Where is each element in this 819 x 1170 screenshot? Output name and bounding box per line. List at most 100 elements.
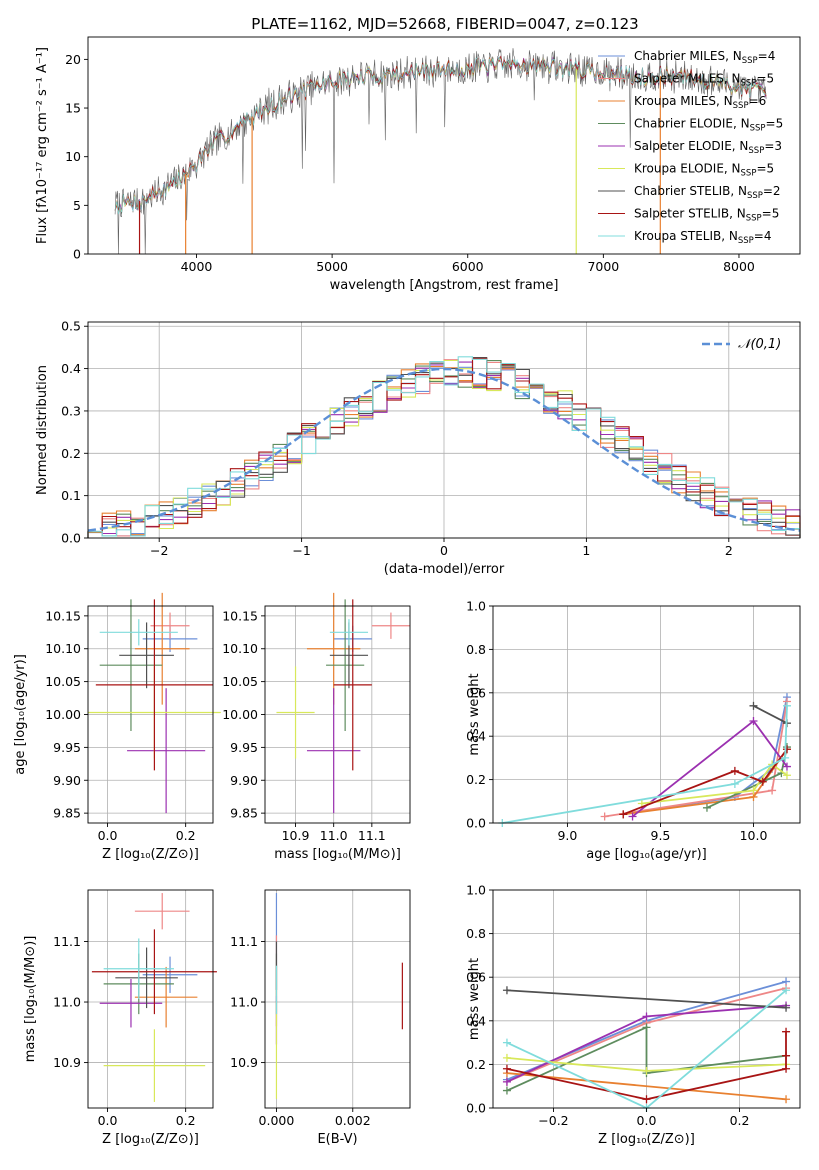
mass-vs-Z-panel: 0.0 0.2 10.9 11.0 11.1 Z [log₁₀(Z/Z⊙)] mass [l… — [23, 889, 217, 1147]
spectrum-panel: 4000 5000 6000 7000 8000 0 5 10 15 20 wavelength [… — [35, 36, 801, 293]
weight-marker — [782, 745, 791, 754]
y-tick-label: 0.8 — [466, 926, 486, 941]
x-tick-label: 5000 — [316, 259, 348, 274]
weight-marker — [781, 753, 790, 762]
weight-marker — [642, 1066, 651, 1075]
y-tick-label: 0.3 — [61, 403, 81, 418]
weight-marker — [730, 779, 739, 788]
weight-marker — [619, 810, 628, 819]
y-tick-label: 9.95 — [53, 740, 81, 755]
y-tick-label: 11.1 — [230, 934, 258, 949]
y-tick-label: 9.85 — [230, 806, 258, 821]
y-tick-label: 10.10 — [45, 641, 81, 656]
weight-line — [753, 705, 788, 724]
y-tick-label: 11.0 — [230, 995, 258, 1010]
y-tick-label: 0.1 — [61, 488, 81, 503]
x-tick-label: 11.1 — [358, 828, 386, 843]
residuals-panel: −2 −1 0 1 2 0.0 0.1 0.2 0.3 0.4 0.5 (data-model)/er… — [35, 319, 801, 577]
y-tick-label: 11.0 — [53, 995, 81, 1010]
y-tick-label: 0.6 — [466, 685, 486, 700]
weight-marker — [628, 812, 637, 821]
y-tick-label: 5 — [73, 198, 81, 213]
x-tick-label: 11.0 — [320, 828, 348, 843]
y-tick-label: 10.9 — [230, 1055, 258, 1070]
weight-line — [641, 763, 788, 805]
x-tick-label: 0.002 — [335, 1113, 371, 1128]
y-tick-label: 10 — [65, 149, 81, 164]
y-tick-label: 10.05 — [45, 674, 81, 689]
y-tick-label: 0.2 — [61, 446, 81, 461]
y-tick-label: 10.15 — [222, 608, 258, 623]
histogram-step — [87, 356, 801, 538]
legend-label: 𝒩(0,1) — [738, 337, 781, 352]
weight-line — [506, 1072, 787, 1101]
x-tick-label: −2 — [150, 543, 168, 558]
legend-label: Kroupa MILES, NSSP=6 — [634, 94, 766, 111]
x-tick-label: 0 — [440, 543, 448, 558]
weight-marker — [782, 701, 791, 710]
weight-marker — [782, 986, 791, 995]
weight-marker — [702, 803, 711, 812]
y-axis-label: age [log₁₀(age/yr)] — [13, 654, 28, 775]
weight-marker — [749, 701, 758, 710]
gaussian-reference-line — [87, 367, 801, 532]
weight-marker — [782, 1095, 791, 1104]
y-axis-label: mass [log₁₀(M/M⊙)] — [23, 936, 38, 1063]
weight-marker — [782, 1003, 791, 1012]
y-tick-label: 1.0 — [466, 883, 486, 898]
y-tick-label: 0.0 — [61, 531, 81, 546]
weight-marker — [642, 1023, 651, 1032]
weight-marker — [782, 1064, 791, 1073]
weight-marker — [502, 986, 511, 995]
age-vs-mass-panel: 10.9 11.0 11.1 9.85 9.90 9.95 10.00 10.05 10.10 1… — [222, 592, 411, 862]
axes-frame — [87, 889, 214, 1109]
y-axis-label: Flux [fλ10⁻¹⁷ erg cm⁻² s⁻¹ A⁻¹] — [35, 47, 50, 244]
y-tick-label: 9.85 — [53, 806, 81, 821]
weight-marker — [502, 1086, 511, 1095]
figure-title: PLATE=1162, MJD=52668, FIBERID=0047, z=0… — [251, 15, 638, 33]
x-tick-label: 10.0 — [740, 828, 768, 843]
weight-marker — [758, 777, 767, 786]
y-tick-label: 10.00 — [222, 707, 258, 722]
y-axis-label: mass weight — [467, 958, 482, 1040]
y-tick-label: 0.6 — [466, 970, 486, 985]
x-tick-label: 9.0 — [557, 828, 577, 843]
weight-marker — [782, 771, 791, 780]
x-axis-label: (data-model)/error — [384, 562, 505, 577]
y-tick-label: 0.2 — [466, 1057, 486, 1072]
axes-frame — [492, 605, 801, 824]
y-tick-label: 15 — [65, 101, 81, 116]
x-axis-label: mass [log₁₀(M/M⊙)] — [274, 847, 401, 862]
y-tick-label: 0.4 — [466, 1013, 486, 1028]
weight-marker — [642, 1012, 651, 1021]
legend-label: Chabrier MILES, NSSP=4 — [634, 49, 775, 66]
legend-label: Chabrier ELODIE, NSSP=5 — [634, 117, 783, 134]
weight-marker — [749, 717, 758, 726]
weight-line — [502, 705, 788, 824]
spectrum-line — [114, 48, 767, 255]
y-tick-label: 0.2 — [466, 772, 486, 787]
weight-line — [604, 701, 788, 818]
y-tick-label: 10.10 — [222, 641, 258, 656]
legend-label: Chabrier STELIB, NSSP=2 — [634, 184, 781, 201]
y-tick-label: 10.00 — [45, 707, 81, 722]
weight-marker — [730, 766, 739, 775]
y-tick-label: 0.5 — [61, 319, 81, 334]
y-tick-label: 9.90 — [230, 773, 258, 788]
weight-line — [506, 1025, 787, 1092]
axes-frame — [87, 36, 801, 255]
legend-label: Kroupa STELIB, NSSP=4 — [634, 229, 772, 246]
mass-vs-EBV-panel: 0.000 0.002 10.9 11.0 11.1 E(B-V) — [230, 889, 411, 1147]
x-tick-label: 0.2 — [176, 828, 196, 843]
weight-marker — [502, 1053, 511, 1062]
x-tick-label: 0.2 — [176, 1113, 196, 1128]
y-axis-label: mass weight — [467, 673, 482, 755]
x-tick-label: 0.000 — [259, 1113, 295, 1128]
y-tick-label: 10.05 — [222, 674, 258, 689]
x-tick-label: −1 — [292, 543, 310, 558]
weight-marker — [749, 786, 758, 795]
y-tick-label: 10.15 — [45, 608, 81, 623]
mass-weight-vs-age-panel: 9.0 9.5 10.0 0.0 0.2 0.4 0.6 0.8 1.0 age [log₁₀(a… — [466, 599, 801, 862]
y-tick-label: 11.1 — [53, 934, 81, 949]
